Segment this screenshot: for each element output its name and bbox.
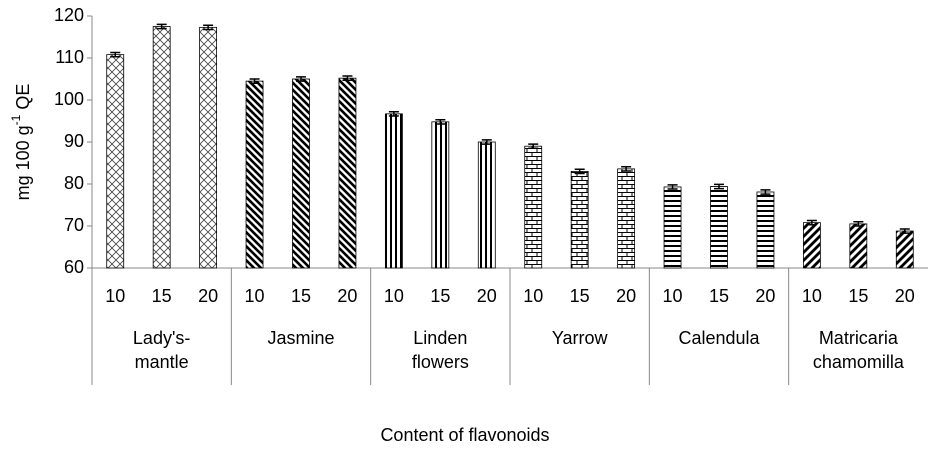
group-label: Yarrow	[552, 328, 609, 348]
y-tick-label: 90	[64, 131, 84, 151]
bar	[570, 170, 589, 269]
bar	[477, 141, 496, 269]
bar	[199, 26, 218, 269]
error-bar	[714, 183, 724, 190]
bar	[384, 113, 403, 269]
group-label: mantle	[135, 352, 189, 372]
bar	[524, 145, 543, 269]
error-bar	[249, 78, 260, 84]
error-bar	[621, 166, 632, 172]
bar	[617, 168, 636, 269]
y-axis-title-part: mg 100 g	[13, 125, 33, 200]
error-bar	[528, 143, 539, 150]
x-tick-label: 20	[895, 286, 915, 306]
bar	[292, 78, 310, 269]
x-tick-label: 10	[802, 286, 822, 306]
x-tick-label: 10	[105, 286, 125, 306]
x-tick-label: 15	[291, 286, 311, 306]
bar	[152, 26, 171, 269]
y-tick-label: 70	[64, 215, 84, 235]
y-tick-label: 110	[55, 47, 84, 67]
y-tick-label: 60	[64, 257, 84, 277]
y-axis-title: mg 100 g-1 QE	[9, 84, 33, 201]
group-label: Linden	[413, 328, 467, 348]
group-label: Calendula	[678, 328, 760, 348]
bar	[849, 223, 868, 269]
bar	[431, 121, 450, 269]
x-tick-label: 10	[245, 286, 265, 306]
bar	[106, 54, 125, 269]
error-bar	[667, 184, 678, 190]
error-bar	[110, 51, 121, 58]
bar	[756, 191, 775, 269]
x-tick-label: 15	[570, 286, 590, 306]
error-bar	[296, 76, 306, 82]
x-tick-label: 20	[477, 286, 497, 306]
y-tick-label: 100	[54, 89, 84, 109]
y-axis-title-sup: -1	[9, 114, 23, 125]
x-tick-label: 20	[755, 286, 775, 306]
y-tick-label: 80	[64, 173, 84, 193]
error-bar	[853, 221, 864, 227]
x-tick-label: 15	[709, 286, 729, 306]
x-tick-label: 10	[663, 286, 683, 306]
x-tick-label: 20	[616, 286, 636, 306]
error-bar	[203, 24, 214, 31]
error-bar	[806, 219, 817, 226]
bar	[802, 222, 821, 269]
x-tick-label: 20	[198, 286, 218, 306]
x-tick-label: 10	[523, 286, 543, 306]
group-label: Matricaria	[819, 328, 899, 348]
x-tick-label: 15	[848, 286, 868, 306]
bar	[710, 186, 728, 269]
error-bar	[899, 228, 910, 234]
error-bar	[156, 23, 167, 30]
x-tick-label: 15	[152, 286, 172, 306]
y-tick-label: 120	[54, 5, 84, 25]
error-bar	[481, 139, 492, 145]
error-bar	[388, 111, 399, 117]
bar	[663, 186, 682, 269]
x-tick-label: 20	[337, 286, 357, 306]
group-label: Lady's-	[133, 328, 190, 348]
group-label: flowers	[412, 352, 469, 372]
x-axis-title: Content of flavonoids	[380, 425, 549, 445]
bar	[338, 77, 357, 269]
group-label: chamomilla	[813, 352, 905, 372]
error-bar	[435, 118, 446, 125]
y-axis-title-part: QE	[13, 84, 33, 115]
bar	[895, 230, 914, 269]
x-tick-label: 10	[384, 286, 404, 306]
bar	[245, 80, 264, 269]
error-bar	[342, 75, 353, 82]
error-bar	[760, 189, 771, 195]
group-label: Jasmine	[267, 328, 334, 348]
error-bar	[574, 168, 585, 175]
x-tick-label: 15	[430, 286, 450, 306]
